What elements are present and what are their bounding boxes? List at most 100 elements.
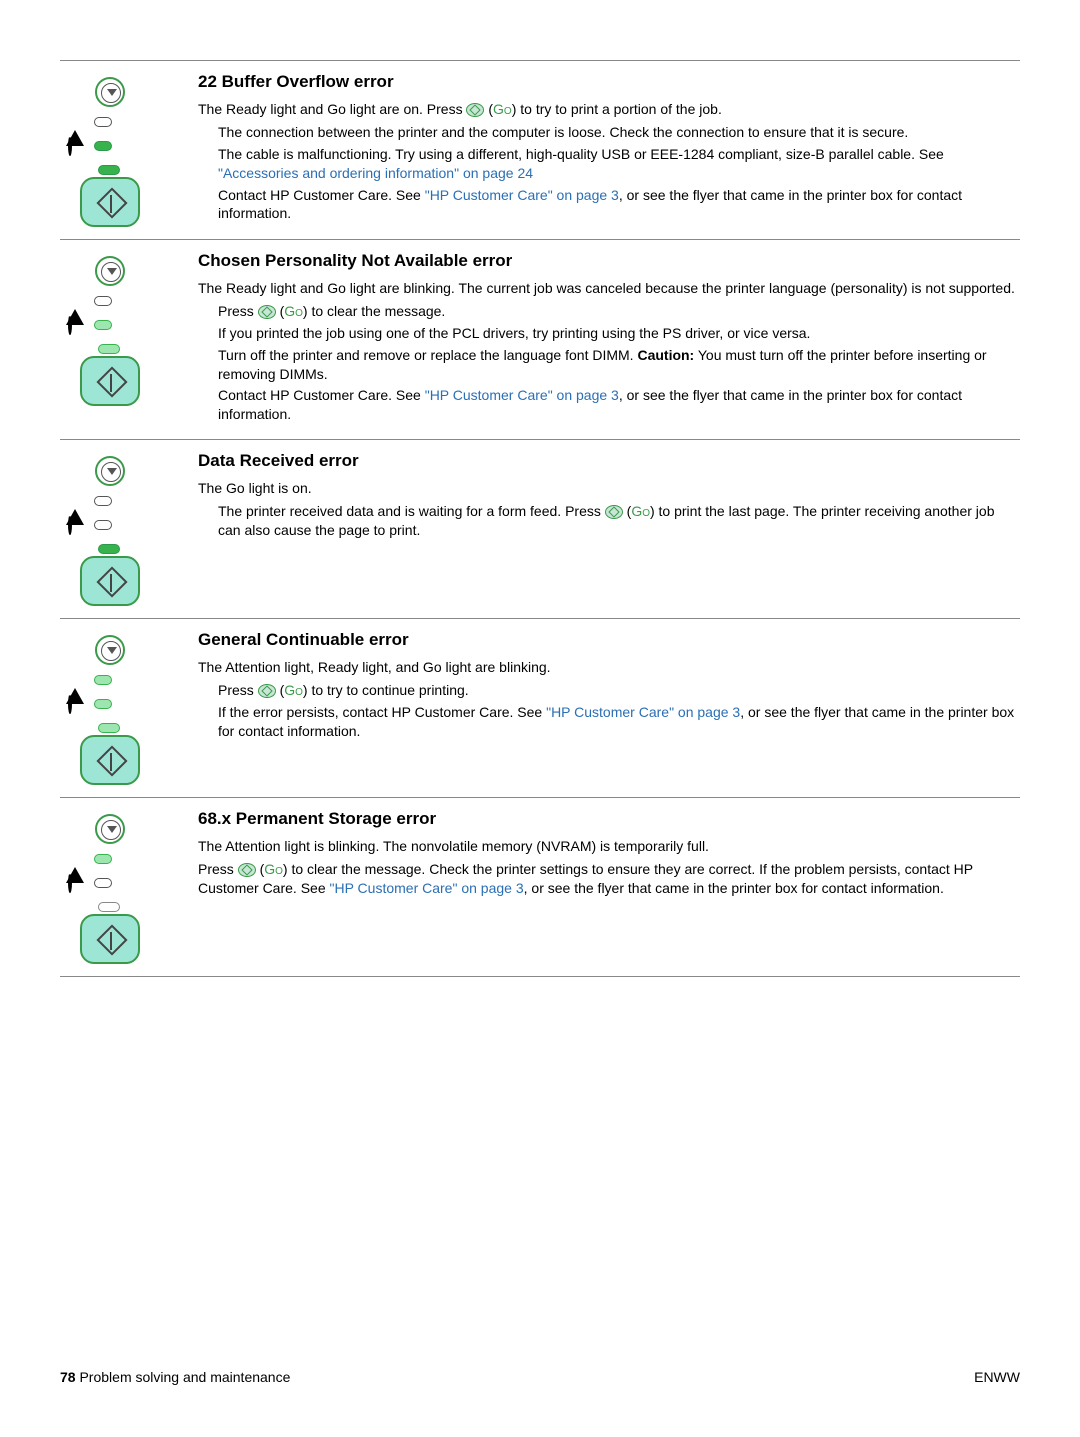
printer-panel	[60, 456, 160, 606]
go-led	[98, 344, 120, 354]
section-title: 68.x Permanent Storage error	[198, 808, 1020, 831]
bullet-list: The connection between the printer and t…	[198, 123, 1020, 223]
ready-row	[66, 874, 160, 892]
power-icon	[66, 516, 86, 534]
error-section: Data Received error The Go light is on. Th…	[60, 440, 1020, 618]
go-wrap	[80, 344, 160, 406]
go-icon	[466, 103, 484, 117]
go-wrap	[80, 544, 160, 606]
ready-led	[94, 520, 112, 530]
warning-icon	[66, 292, 86, 310]
footer-right: ENWW	[974, 1368, 1020, 1387]
body-text: Press (Go) to clear the message. Check t…	[198, 860, 1020, 898]
cross-reference-link[interactable]: "Accessories and ordering information" o…	[218, 165, 533, 181]
attention-led	[94, 854, 112, 864]
attention-row	[66, 113, 160, 131]
section-intro: The Ready light and Go light are on. Pre…	[198, 100, 1020, 119]
printer-panel	[60, 814, 160, 964]
go-icon	[605, 505, 623, 519]
go-label: Go	[264, 861, 283, 877]
section-title: Data Received error	[198, 450, 1020, 473]
bullet-list: Press (Go) to try to continue printing. I…	[198, 681, 1020, 741]
go-led	[98, 902, 120, 912]
bullet-item: The printer received data and is waiting…	[218, 502, 1020, 540]
bullet-item: If you printed the job using one of the …	[218, 324, 1020, 343]
go-button-icon	[80, 735, 140, 785]
ready-led	[94, 878, 112, 888]
ready-led	[94, 699, 112, 709]
printer-panel	[60, 77, 160, 227]
ready-row	[66, 516, 160, 534]
section-intro: The Go light is on.	[198, 479, 1020, 498]
go-led	[98, 723, 120, 733]
bullet-list: The printer received data and is waiting…	[198, 502, 1020, 540]
attention-row	[66, 850, 160, 868]
attention-row	[66, 292, 160, 310]
go-button-icon	[80, 556, 140, 606]
power-icon	[66, 874, 86, 892]
ready-row	[66, 695, 160, 713]
bullet-item: The connection between the printer and t…	[218, 123, 1020, 142]
go-label: Go	[493, 101, 512, 117]
power-icon	[66, 316, 86, 334]
go-icon	[258, 684, 276, 698]
page-footer: 78 Problem solving and maintenance ENWW	[60, 1368, 1020, 1387]
warning-icon	[66, 850, 86, 868]
warning-icon	[66, 113, 86, 131]
go-button-icon	[80, 177, 140, 227]
section-title: 22 Buffer Overflow error	[198, 71, 1020, 94]
go-led	[98, 544, 120, 554]
bullet-item: Press (Go) to clear the message.	[218, 302, 1020, 321]
footer-left: 78 Problem solving and maintenance	[60, 1368, 290, 1387]
section-intro: The Attention light is blinking. The non…	[198, 837, 1020, 856]
section-title: Chosen Personality Not Available error	[198, 250, 1020, 273]
power-icon	[66, 695, 86, 713]
cancel-button-icon	[95, 77, 125, 107]
printer-panel	[60, 635, 160, 785]
go-wrap	[80, 902, 160, 964]
cross-reference-link[interactable]: "HP Customer Care" on page 3	[330, 880, 524, 896]
attention-led	[94, 296, 112, 306]
bullet-item: Turn off the printer and remove or repla…	[218, 346, 1020, 384]
bullet-list: Press (Go) to clear the message. If you p…	[198, 302, 1020, 424]
printer-panel	[60, 256, 160, 406]
error-section: 22 Buffer Overflow error The Ready light …	[60, 61, 1020, 239]
bullet-item: If the error persists, contact HP Custom…	[218, 703, 1020, 741]
cross-reference-link[interactable]: "HP Customer Care" on page 3	[425, 387, 619, 403]
ready-led	[94, 320, 112, 330]
bullet-item: Contact HP Customer Care. See "HP Custom…	[218, 186, 1020, 224]
section-intro: The Ready light and Go light are blinkin…	[198, 279, 1020, 298]
power-icon	[66, 137, 86, 155]
attention-row	[66, 671, 160, 689]
go-button-icon	[80, 356, 140, 406]
attention-led	[94, 496, 112, 506]
cancel-button-icon	[95, 814, 125, 844]
go-button-icon	[80, 914, 140, 964]
go-icon	[238, 863, 256, 877]
go-led	[98, 165, 120, 175]
bullet-item: Contact HP Customer Care. See "HP Custom…	[218, 386, 1020, 424]
ready-row	[66, 137, 160, 155]
error-section: Chosen Personality Not Available error Th…	[60, 240, 1020, 439]
cancel-button-icon	[95, 456, 125, 486]
warning-icon	[66, 492, 86, 510]
error-section: General Continuable error The Attention l…	[60, 619, 1020, 797]
go-label: Go	[284, 682, 303, 698]
ready-row	[66, 316, 160, 334]
go-label: Go	[631, 503, 650, 519]
cancel-button-icon	[95, 256, 125, 286]
section-title: General Continuable error	[198, 629, 1020, 652]
go-label: Go	[284, 303, 303, 319]
error-section: 68.x Permanent Storage error The Attentio…	[60, 798, 1020, 976]
attention-row	[66, 492, 160, 510]
go-wrap	[80, 165, 160, 227]
go-wrap	[80, 723, 160, 785]
ready-led	[94, 141, 112, 151]
section-intro: The Attention light, Ready light, and Go…	[198, 658, 1020, 677]
bullet-item: The cable is malfunctioning. Try using a…	[218, 145, 1020, 183]
cross-reference-link[interactable]: "HP Customer Care" on page 3	[425, 187, 619, 203]
attention-led	[94, 117, 112, 127]
warning-icon	[66, 671, 86, 689]
cross-reference-link[interactable]: "HP Customer Care" on page 3	[546, 704, 740, 720]
bullet-item: Press (Go) to try to continue printing.	[218, 681, 1020, 700]
